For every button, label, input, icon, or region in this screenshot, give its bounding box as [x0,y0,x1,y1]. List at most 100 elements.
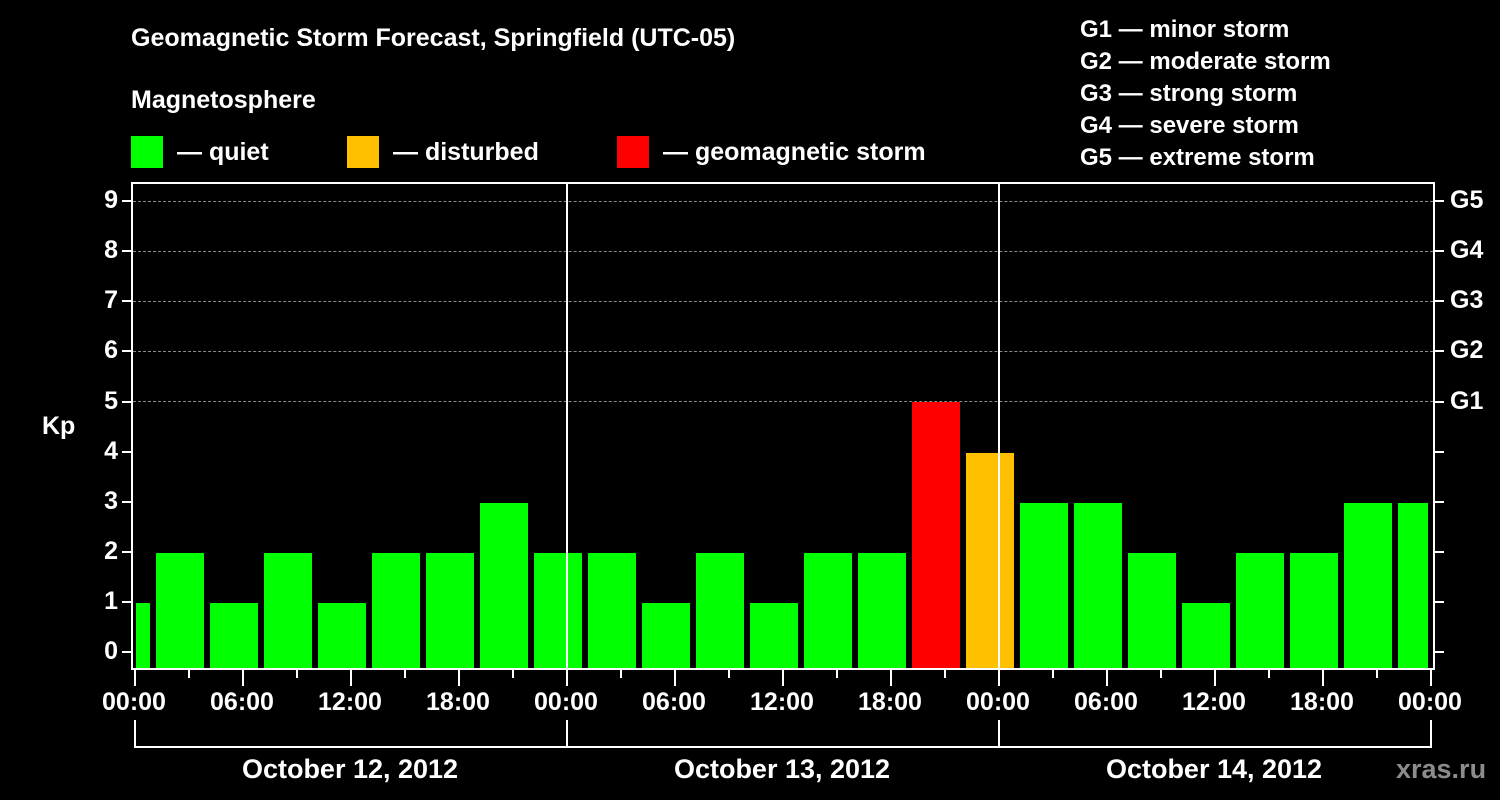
right-tick [1434,550,1444,553]
g-scale-item: G5 — extreme storm [1080,144,1315,171]
legend-label: — disturbed [393,137,539,166]
x-tick [944,668,946,678]
legend-label: — geomagnetic storm [663,137,926,166]
bar [372,553,420,668]
gridline [133,251,1433,252]
right-tick [1434,600,1444,603]
right-tick [1434,450,1444,453]
g-scale-item: G4 — severe storm [1080,112,1299,139]
bar [210,603,258,668]
y-tick-label: 6 [104,336,118,365]
x-tick-label: 12:00 [750,688,814,716]
bar [1128,553,1176,668]
y-tick [122,500,132,503]
g-tick-label: G3 [1450,286,1484,315]
x-tick [890,668,892,686]
g-scale-item: G3 — strong storm [1080,80,1298,107]
y-tick-label: 0 [104,637,118,665]
bar [858,553,906,668]
y-tick-label: 1 [104,586,118,615]
y-tick-label: 5 [104,386,118,415]
bar [912,402,960,668]
x-tick-label: 12:00 [1182,688,1246,716]
legend-quiet: — quiet [131,136,269,168]
day-separator [566,182,568,668]
y-tick [122,200,132,203]
x-tick [1268,668,1270,678]
g-tick-label: G4 [1450,236,1484,265]
x-tick-label: 00:00 [966,688,1030,716]
bar [642,603,690,668]
day-bracket-tick [134,720,136,748]
y-tick [122,550,132,553]
x-tick [296,668,298,678]
x-tick [242,668,244,686]
day-bracket-tick [998,720,1000,748]
x-tick-label: 06:00 [1074,688,1138,716]
right-tick [1434,651,1444,653]
x-tick [998,668,1000,686]
g-scale-legend: G1 — minor storm G2 — moderate storm G3 … [1080,14,1331,174]
gridline [133,201,1433,202]
x-tick [836,668,838,678]
right-tick [1434,350,1444,353]
day-label: October 13, 2012 [673,754,891,784]
gridline [133,401,1433,402]
bar [1074,503,1122,668]
x-tick-label: 06:00 [642,688,706,716]
x-tick [674,668,676,686]
x-tick [512,668,514,678]
g-scale-item: G2 — moderate storm [1080,48,1331,75]
x-tick [188,668,190,678]
bar [426,553,474,668]
quiet-swatch-icon [131,136,163,168]
x-tick-label: 06:00 [210,688,274,716]
bar [534,553,582,668]
day-separator [998,182,1000,668]
x-tick [1160,668,1162,678]
bar [480,503,528,668]
x-tick-label: 00:00 [534,688,598,716]
g-tick-label: G2 [1450,336,1484,365]
x-tick [1052,668,1054,678]
day-bracket-tick [566,720,568,748]
g-tick-label: G1 [1450,386,1484,415]
chart-title: Geomagnetic Storm Forecast, Springfield … [131,24,736,52]
bar [318,603,366,668]
bar [966,453,1014,668]
x-tick-label: 00:00 [102,688,166,716]
bar [264,553,312,668]
day-label: October 12, 2012 [241,754,459,784]
day-label: October 14, 2012 [1105,754,1323,784]
right-tick [1434,200,1444,203]
y-tick [122,400,132,403]
y-tick-label: 3 [104,486,118,515]
x-tick [566,668,568,686]
gridline [133,301,1433,302]
day-bracket [134,746,1432,748]
right-tick [1434,400,1444,403]
x-tick [1106,668,1108,686]
x-tick [134,668,136,686]
x-tick-label: 18:00 [426,688,490,716]
bar [750,603,798,668]
y-tick [122,250,132,253]
chart-subtitle: Magnetosphere [131,86,316,114]
x-tick [1322,668,1324,686]
legend-disturbed: — disturbed [347,136,539,168]
x-tick [458,668,460,686]
gridline [133,351,1433,352]
g-scale-item: G1 — minor storm [1080,16,1290,43]
y-tick-label: 4 [104,436,118,465]
y-tick [122,651,132,653]
bar [136,603,150,668]
bar [588,553,636,668]
x-tick [1376,668,1378,678]
x-tick [620,668,622,678]
bar [156,553,204,668]
bar [1344,503,1392,668]
x-tick [728,668,730,678]
y-tick-label: 7 [104,286,118,315]
bar [1020,503,1068,668]
x-tick [1214,668,1216,686]
